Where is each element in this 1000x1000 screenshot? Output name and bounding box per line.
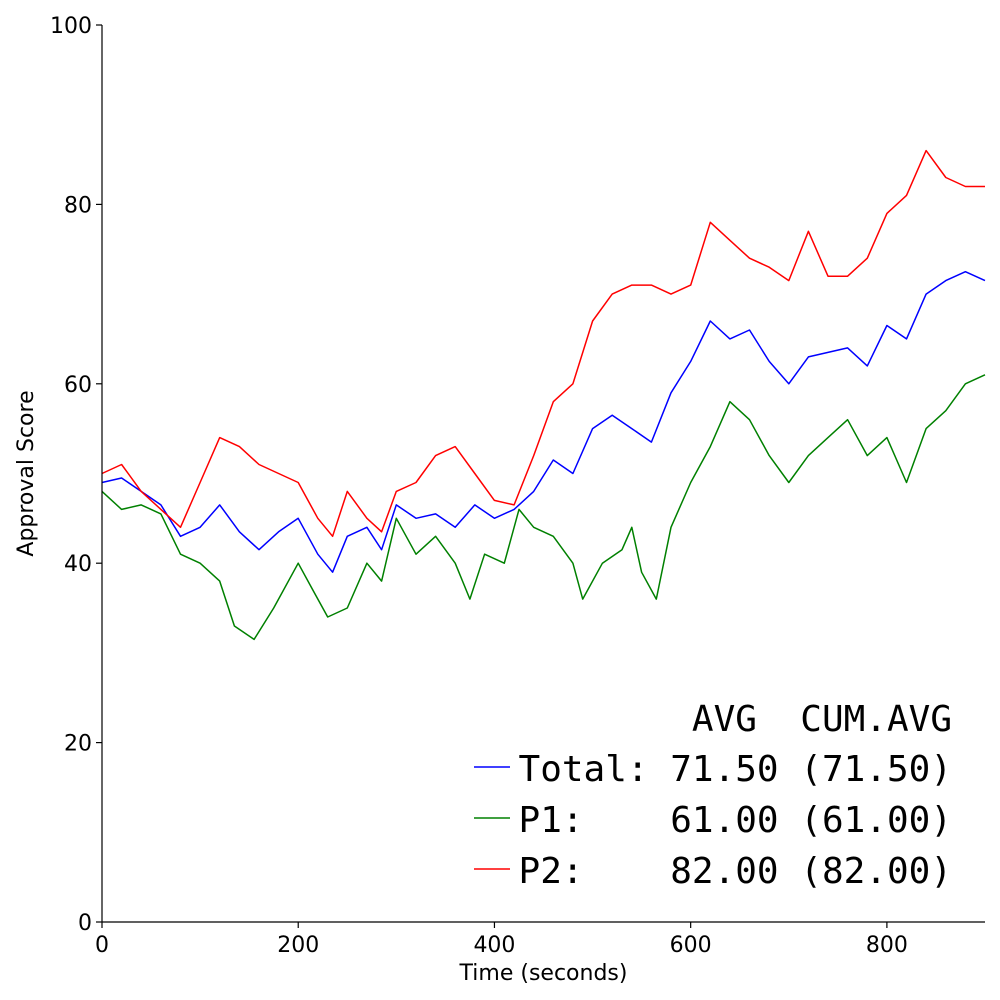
legend-entry-p1: P1: 61.00 (61.00) [519,800,952,841]
y-tick-label: 60 [64,373,92,398]
x-tick-label: 800 [866,933,908,958]
x-tick-label: 0 [95,933,109,958]
x-tick-label: 400 [473,933,515,958]
y-tick-label: 80 [64,193,92,218]
y-axis-ticks: 0 20 40 60 80 100 [50,14,102,936]
y-tick-label: 0 [78,911,92,936]
y-tick-label: 100 [50,14,92,39]
series-line-p1 [101,374,986,641]
x-tick-label: 200 [277,933,319,958]
legend-header: AVG CUM.AVG [692,699,952,740]
legend-entry-total: Total: 71.50 (71.50) [519,749,952,790]
series-line-total [101,270,986,573]
x-tick-label: 600 [670,933,712,958]
y-tick-label: 20 [64,732,92,757]
x-axis-title: Time (seconds) [459,961,628,986]
series-line-p2 [101,149,985,538]
legend-entry-p2: P2: 82.00 (82.00) [519,851,952,892]
x-axis-ticks: 0 200 400 600 800 [95,922,908,958]
y-tick-label: 40 [64,552,92,577]
y-axis-title: Approval Score [14,390,39,556]
legend: AVG CUM.AVG Total: 71.50 (71.50) P1: 61.0… [474,699,952,892]
series-layer [101,149,986,641]
